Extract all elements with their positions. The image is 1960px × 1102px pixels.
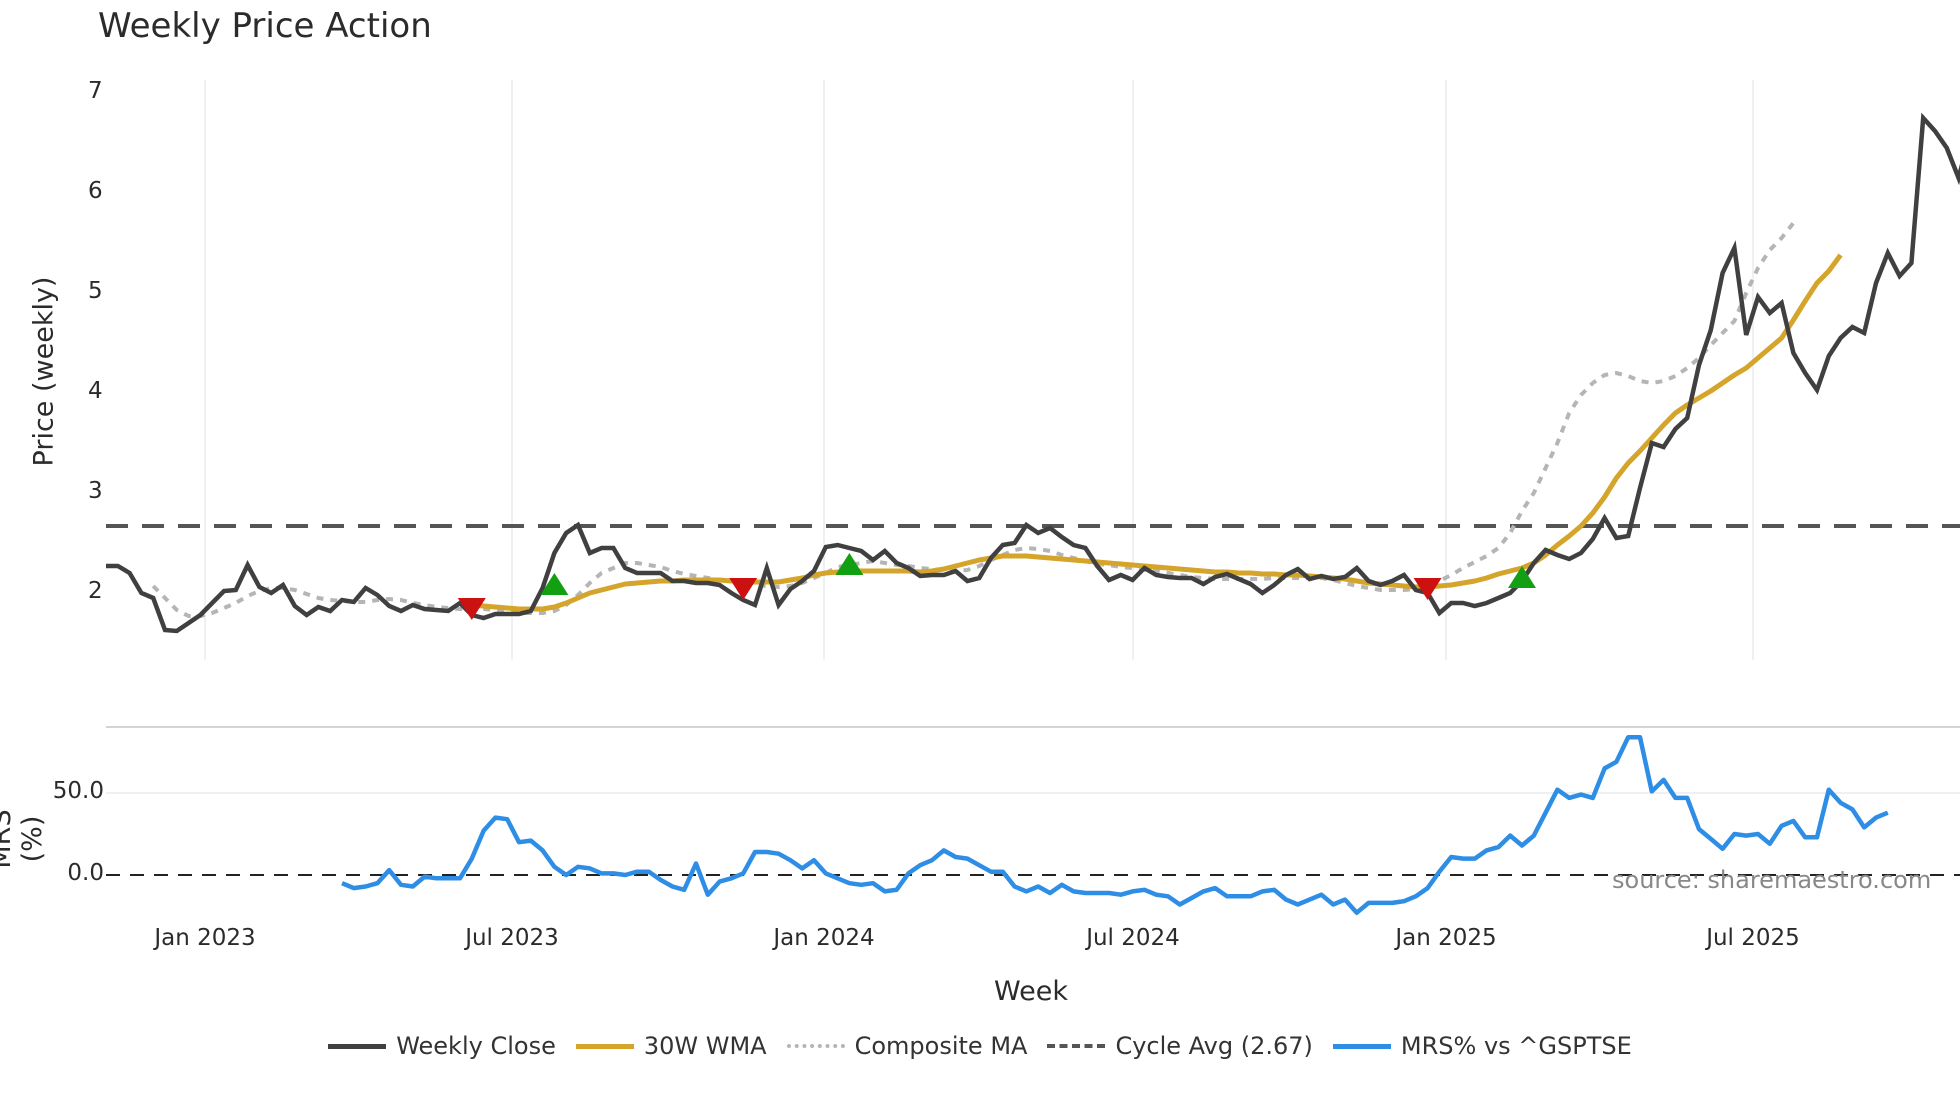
sell-signal-icon [729,578,758,600]
dashed-line-icon [1047,1044,1106,1048]
buy-signal-icon [1508,566,1536,588]
price-y-tick: 5 [88,278,103,304]
mrs-plot [106,734,1960,915]
legend-label: Composite MA [854,1032,1028,1060]
sell-signal-icon [457,598,486,620]
legend-item-composite-ma[interactable]: Composite MA [786,1032,1028,1060]
legend-label: 30W WMA [643,1032,767,1060]
mrs-line [341,734,1889,915]
price-y-tick: 3 [88,478,103,504]
source-watermark: source: sharemaestro.com [1612,866,1932,894]
legend-label: Cycle Avg (2.67) [1115,1032,1313,1060]
legend-item-mrs[interactable]: MRS% vs ^GSPTSE [1332,1032,1632,1060]
mrs-y-tick: 50.0 [52,778,104,804]
legend-label: MRS% vs ^GSPTSE [1400,1032,1632,1060]
legend: Weekly Close 30W WMA Composite MA Cycle … [0,1032,1960,1060]
buy-signal-icon [835,553,864,575]
buy-signal-icon [540,573,569,595]
gridlines [106,80,1960,794]
x-tick: Jan 2024 [773,925,875,951]
x-tick: Jul 2025 [1706,925,1800,951]
sell-signal-icon [1413,578,1442,600]
x-tick: Jul 2023 [465,925,559,951]
solid-line-icon [575,1043,634,1049]
composite-ma-line [151,221,1795,618]
legend-item-weekly-close[interactable]: Weekly Close [328,1032,556,1060]
price-y-axis-title: Price (weekly) [28,276,60,467]
price-y-tick: 2 [88,578,103,604]
signal-markers [457,553,1536,620]
solid-line-icon [328,1043,387,1049]
x-axis-title: Week [994,976,1068,1007]
dotted-line-icon [786,1044,845,1048]
legend-item-30w-wma[interactable]: 30W WMA [575,1032,767,1060]
x-tick: Jan 2023 [154,925,256,951]
price-y-tick: 4 [88,378,103,404]
price-y-tick: 7 [88,78,103,104]
chart-title: Weekly Price Action [98,6,432,46]
wma-line [459,253,1843,612]
price-plot [106,112,1960,634]
mrs-y-tick: 0.0 [67,860,104,886]
legend-item-cycle-avg[interactable]: Cycle Avg (2.67) [1047,1032,1313,1060]
legend-label: Weekly Close [396,1032,556,1060]
weekly-close-line [106,112,1960,634]
price-y-tick: 6 [88,178,103,204]
solid-line-icon [1332,1043,1391,1049]
x-tick: Jul 2024 [1086,925,1180,951]
x-tick: Jan 2025 [1395,925,1497,951]
